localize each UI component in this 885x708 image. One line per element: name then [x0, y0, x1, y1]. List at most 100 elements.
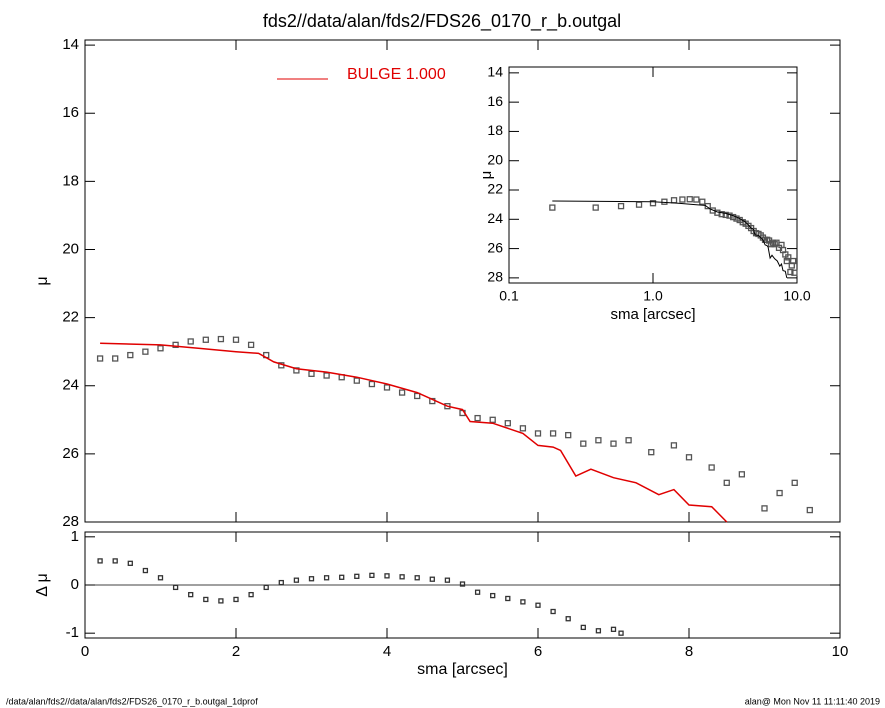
data-point	[489, 416, 496, 423]
data-point	[353, 377, 360, 384]
y-tick-label: 26	[487, 239, 503, 255]
data-point	[232, 336, 240, 343]
data-point	[459, 581, 466, 587]
y-axis-label: μ	[478, 171, 495, 180]
data-point	[617, 202, 625, 210]
data-point	[247, 341, 255, 349]
data-point	[339, 574, 345, 580]
y-tick-label: 20	[62, 240, 79, 257]
y-tick-label: 20	[487, 151, 503, 167]
data-point	[723, 479, 730, 486]
y-axis-label: Δ μ	[34, 573, 51, 596]
data-point	[685, 454, 693, 461]
x-tick-label: 0.1	[499, 288, 519, 304]
data-point	[202, 336, 209, 343]
x-tick-label: 2	[232, 643, 240, 660]
data-point	[490, 592, 496, 599]
data-point	[534, 430, 542, 437]
data-point	[414, 575, 420, 581]
data-point	[595, 628, 602, 634]
data-point	[218, 598, 224, 604]
footer-right: alan@ Mon Nov 11 11:11:40 2019	[745, 696, 880, 706]
data-point	[618, 630, 624, 636]
data-point	[738, 471, 745, 478]
x-tick-label: 8	[685, 643, 693, 660]
data-point	[761, 505, 768, 512]
y-tick-label: 0	[71, 576, 79, 593]
data-point	[787, 268, 794, 276]
data-point	[704, 202, 711, 210]
model-line	[552, 200, 788, 279]
data-point	[172, 584, 179, 591]
data-point	[504, 420, 511, 427]
y-tick-label: 26	[62, 445, 79, 462]
data-point	[354, 573, 360, 579]
data-point	[505, 595, 511, 602]
data-point	[592, 204, 599, 211]
data-point	[127, 351, 134, 359]
data-point	[718, 211, 725, 218]
x-axis-label: sma [arcsec]	[610, 306, 695, 323]
chart-title: fds2//data/alan/fds2/FDS26_0170_r_b.outg…	[263, 11, 621, 32]
data-point	[806, 506, 813, 514]
data-point	[595, 437, 602, 444]
data-point	[248, 591, 254, 598]
data-point	[625, 437, 632, 444]
x-tick-label: 6	[534, 643, 542, 660]
data-point	[791, 269, 798, 276]
data-point	[429, 576, 435, 582]
data-point	[565, 616, 571, 622]
data-point	[670, 442, 678, 449]
data-point	[686, 196, 693, 203]
data-point	[233, 596, 239, 603]
data-point	[549, 430, 557, 437]
data-point	[97, 558, 103, 564]
y-tick-label: 24	[62, 377, 79, 394]
data-point	[580, 624, 586, 631]
data-point	[398, 389, 406, 396]
data-point	[789, 257, 797, 265]
data-point	[187, 338, 194, 345]
y-tick-label: 16	[487, 93, 503, 109]
data-point	[610, 626, 617, 632]
data-point	[308, 576, 315, 582]
data-point	[278, 579, 284, 586]
x-axis-label: sma [arcsec]	[417, 661, 508, 678]
data-point	[565, 431, 572, 439]
y-tick-label: 14	[62, 36, 79, 53]
data-point	[776, 489, 783, 497]
data-point	[648, 449, 655, 456]
y-tick-label: 22	[62, 309, 79, 326]
data-point	[323, 575, 330, 581]
data-point	[112, 558, 118, 564]
data-point	[610, 440, 617, 447]
x-tick-label: 1.0	[643, 288, 663, 304]
model-line	[100, 342, 728, 523]
y-tick-label: 16	[62, 104, 79, 121]
x-tick-label: 10	[832, 643, 849, 660]
y-tick-label: -1	[66, 624, 79, 641]
data-point	[649, 200, 657, 207]
data-point	[369, 572, 375, 579]
data-point	[769, 239, 777, 246]
data-point	[550, 608, 556, 615]
data-point	[693, 196, 700, 203]
data-point	[520, 599, 526, 605]
data-point	[323, 372, 330, 379]
data-point	[384, 573, 390, 579]
data-point	[414, 392, 421, 400]
data-point	[708, 464, 715, 471]
plot-frame	[508, 66, 798, 284]
data-point	[771, 241, 778, 248]
y-tick-label: 28	[487, 269, 503, 285]
y-tick-label: 14	[487, 64, 503, 80]
y-tick-label: 18	[487, 122, 503, 138]
y-axis-label: μ	[34, 276, 51, 285]
y-tick-label: 28	[62, 513, 79, 530]
data-point	[679, 196, 686, 203]
data-point	[580, 440, 587, 447]
data-point	[217, 335, 225, 343]
data-point	[203, 596, 209, 603]
data-point	[699, 198, 706, 205]
